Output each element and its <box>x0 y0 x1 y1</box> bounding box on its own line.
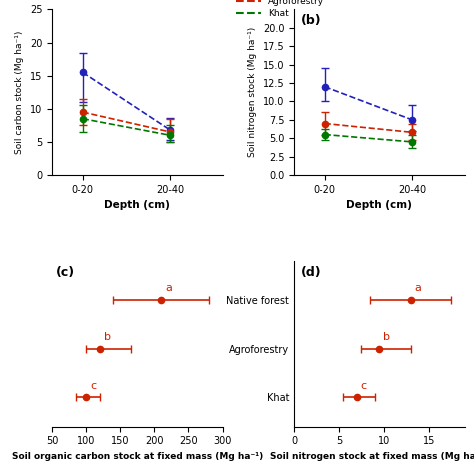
Text: a: a <box>414 283 421 293</box>
Text: c: c <box>91 381 96 391</box>
X-axis label: Depth (cm): Depth (cm) <box>346 201 412 210</box>
Text: b: b <box>383 332 390 342</box>
Text: (b): (b) <box>301 14 321 27</box>
Text: b: b <box>104 332 111 342</box>
X-axis label: Depth (cm): Depth (cm) <box>104 201 170 210</box>
Text: (c): (c) <box>55 266 75 279</box>
Y-axis label: Soil carbon stock (Mg ha⁻¹): Soil carbon stock (Mg ha⁻¹) <box>15 30 24 154</box>
Y-axis label: Soil nitrogen stock (Mg ha⁻¹): Soil nitrogen stock (Mg ha⁻¹) <box>248 27 257 157</box>
Legend: Native forest, Agroforestry, Khat: Native forest, Agroforestry, Khat <box>236 0 327 18</box>
Text: c: c <box>361 381 366 391</box>
Text: a: a <box>165 283 172 293</box>
Text: (d): (d) <box>301 266 321 279</box>
X-axis label: Soil organic carbon stock at fixed mass (Mg ha⁻¹): Soil organic carbon stock at fixed mass … <box>12 452 263 461</box>
X-axis label: Soil nitrogen stock at fixed mass (Mg ha⁻¹): Soil nitrogen stock at fixed mass (Mg ha… <box>270 452 474 461</box>
